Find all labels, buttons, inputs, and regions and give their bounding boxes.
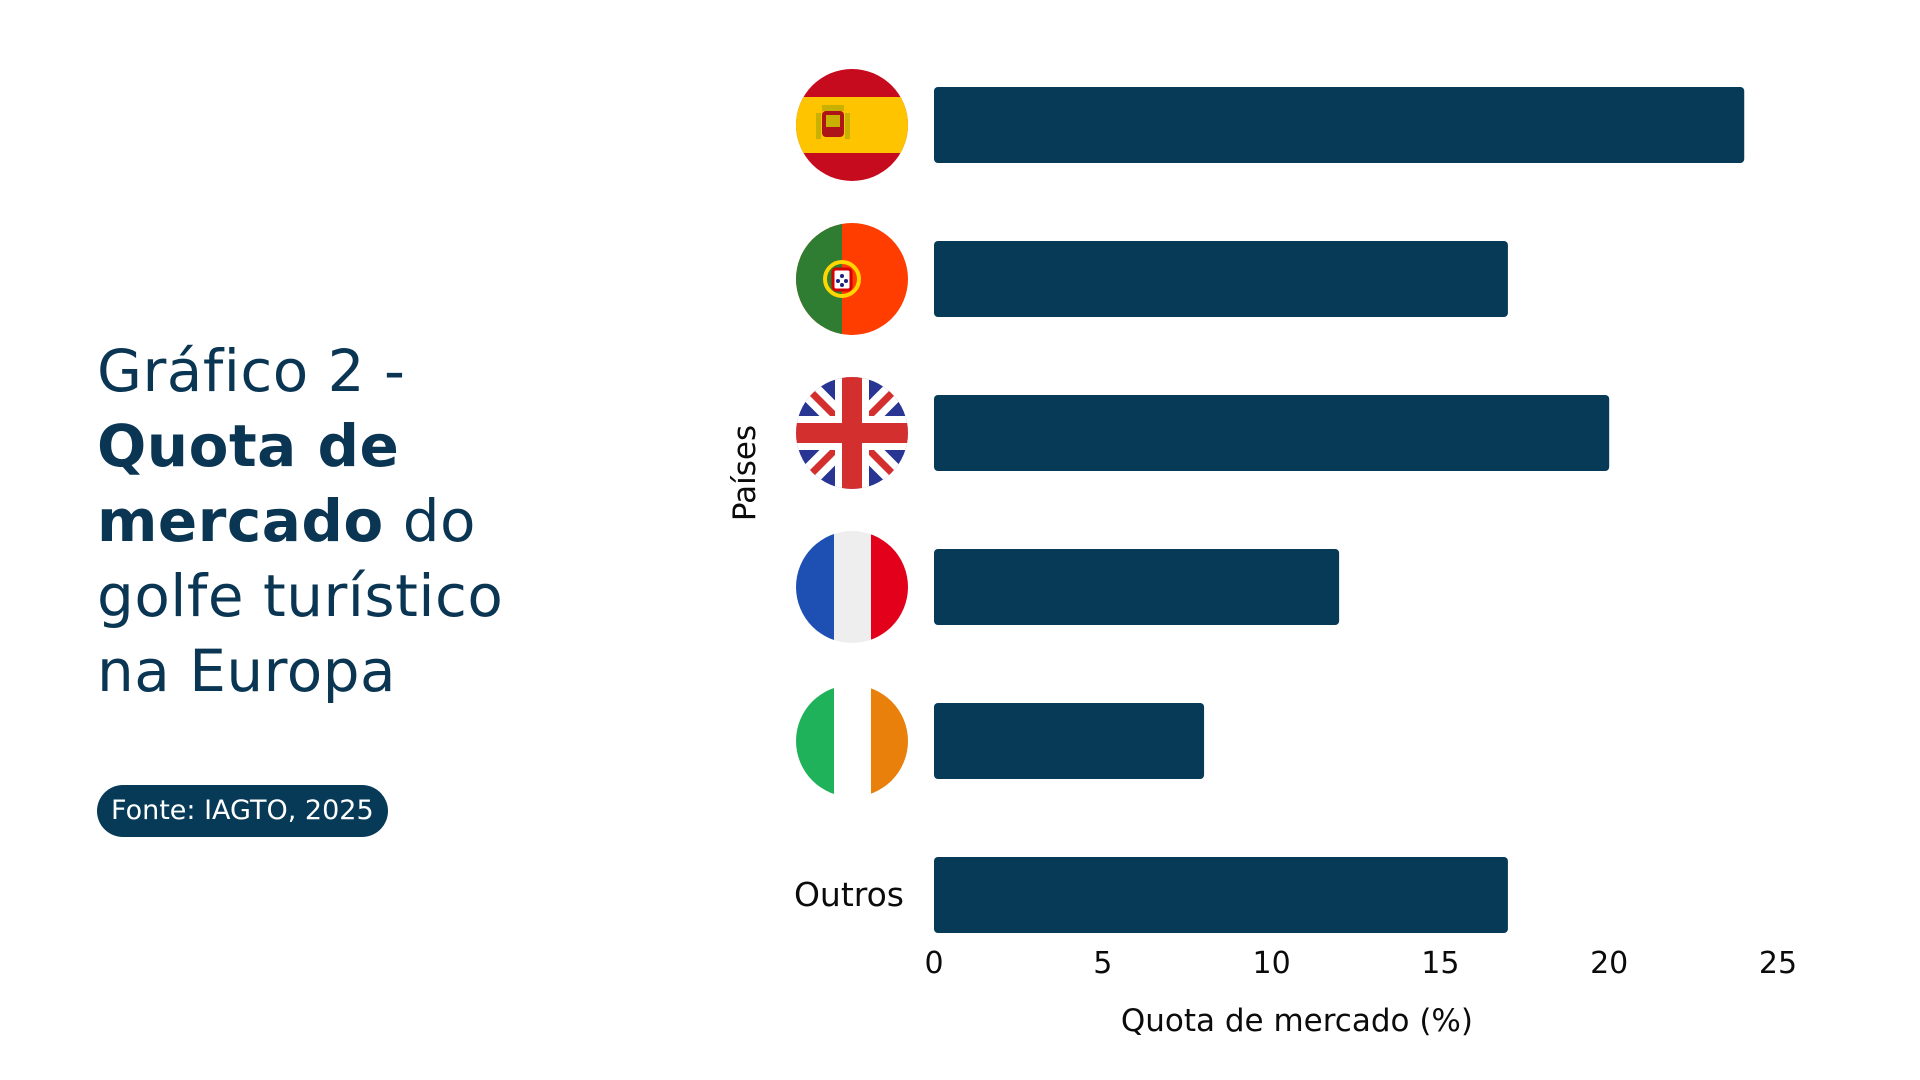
- y-axis-label: Países: [727, 425, 763, 521]
- source-badge: Fonte: IAGTO, 2025: [97, 785, 388, 837]
- x-tick-label: 0: [924, 946, 943, 981]
- category-label-5: Outros: [794, 875, 904, 914]
- x-tick-label: 15: [1421, 946, 1459, 981]
- title-line-1: Gráfico 2 -: [97, 337, 406, 405]
- spain-flag-icon: [796, 69, 908, 181]
- ireland-flag-icon: [796, 685, 908, 797]
- x-tick-label: 20: [1590, 946, 1628, 981]
- bar-5: [934, 857, 1508, 933]
- bar-4: [934, 703, 1205, 779]
- x-tick-label: 10: [1253, 946, 1291, 981]
- category-labels-group: Outros: [794, 875, 904, 914]
- bar-2: [934, 395, 1610, 471]
- x-tick-label: 25: [1759, 946, 1797, 981]
- france-flag-icon: [796, 531, 908, 643]
- x-tick-label: 5: [1093, 946, 1112, 981]
- chart-title: Gráfico 2 - Quota de mercado do golfe tu…: [97, 334, 617, 709]
- x-ticks-group: 0 5 10 15 20 25: [924, 946, 1797, 981]
- title-line-2: Quota de: [97, 409, 617, 484]
- portugal-flag-icon: [796, 223, 908, 335]
- bar-0: [934, 87, 1745, 163]
- bars-group: [934, 87, 1745, 933]
- title-bold-2: mercado: [97, 487, 384, 555]
- title-rest-2: do: [383, 487, 477, 555]
- uk-flag-icon: [796, 377, 908, 489]
- title-line-4: golfe turístico: [97, 562, 504, 630]
- title-line-3: mercado do: [97, 484, 617, 559]
- title-bold-1: Quota de: [97, 412, 400, 480]
- x-axis-label: Quota de mercado (%): [1121, 1003, 1473, 1039]
- bar-1: [934, 241, 1508, 317]
- title-line-5: na Europa: [97, 637, 397, 705]
- bar-3: [934, 549, 1340, 625]
